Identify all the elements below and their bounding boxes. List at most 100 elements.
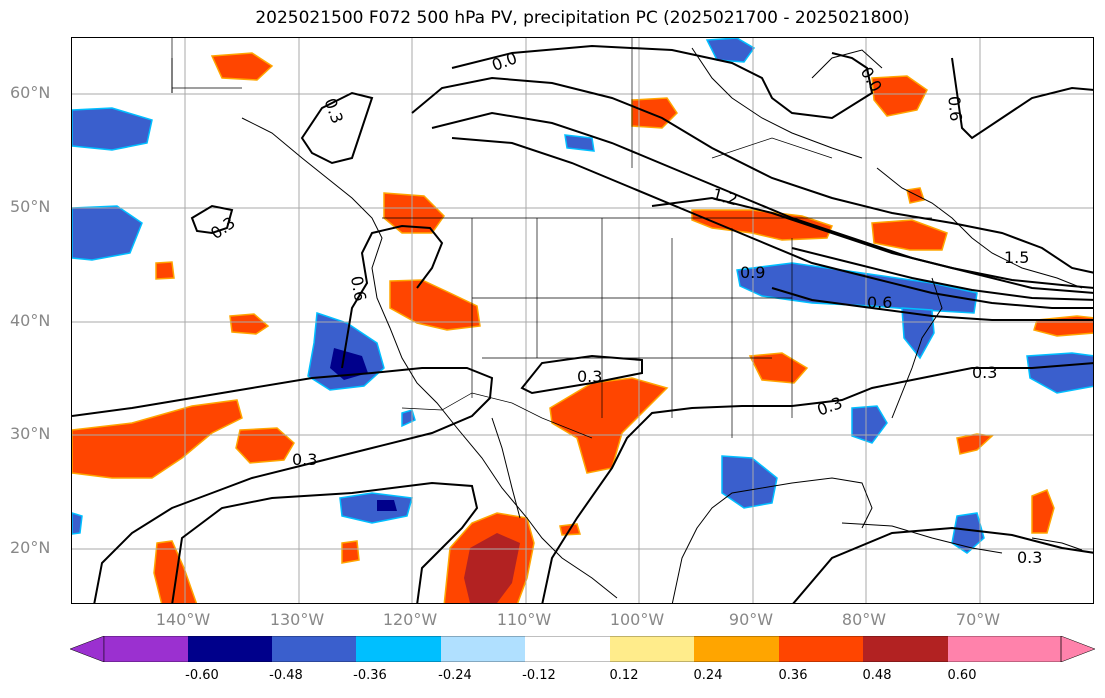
- precip-area: [153, 540, 198, 603]
- coastlines: [171, 47, 1083, 603]
- lon-label-110w: 110°W: [496, 610, 552, 629]
- pv-contour: [300, 91, 374, 165]
- map-canvas: 0.3 0.3 0.6 0.3 0.3 0.3 0.3 1.2 0.9 0.6 …: [72, 38, 1093, 603]
- contour-label: 1.5: [1004, 248, 1029, 267]
- precip-area: [951, 512, 985, 554]
- contour-label: 0.6: [944, 95, 965, 122]
- colorbar-tick: -0.48: [269, 668, 303, 683]
- graticule: [72, 38, 1093, 603]
- precip-area: [1026, 352, 1093, 394]
- pv-contour: [171, 481, 479, 603]
- map-panel: 0.3 0.3 0.6 0.3 0.3 0.3 0.3 1.2 0.9 0.6 …: [71, 37, 1094, 604]
- contour-label: 1.2: [710, 184, 740, 209]
- pv-contour: [190, 204, 234, 235]
- pv-contour: [451, 44, 874, 120]
- precip-area: [464, 533, 520, 603]
- precip-area: [72, 399, 243, 479]
- colorbar-tick: 0.48: [862, 668, 892, 683]
- precip-area: [72, 512, 83, 535]
- colorbar-tick: 0.36: [778, 668, 808, 683]
- colorbar-bin: [863, 636, 948, 662]
- colorbar-bin: [948, 636, 1061, 662]
- precip-area: [155, 261, 175, 280]
- colorbar-bin: [272, 636, 356, 662]
- pv-contour: [651, 196, 1093, 289]
- contour-label: 0.3: [814, 393, 844, 420]
- pv-contour: [541, 362, 1093, 603]
- colorbar-tick: -0.60: [185, 668, 219, 683]
- lon-label-140w: 140°W: [155, 610, 211, 629]
- precip-area: [564, 134, 595, 152]
- lon-label-70w: 70°W: [955, 610, 1001, 629]
- colorbar-extend-min: [70, 636, 105, 662]
- pv-contour: [771, 287, 1093, 321]
- precip-area: [691, 209, 834, 241]
- contour-label: 0.3: [292, 450, 317, 469]
- precip-positive-areas: [72, 52, 1093, 603]
- precip-area: [736, 262, 978, 314]
- contour-label: 0.3: [207, 213, 239, 243]
- pv-contour: [791, 247, 1093, 301]
- pv-contour: [431, 111, 1093, 294]
- lon-label-90w: 90°W: [728, 610, 774, 629]
- precip-area: [401, 409, 416, 428]
- colorbar-bin: [525, 636, 610, 662]
- lon-label-120w: 120°W: [382, 610, 438, 629]
- lon-label-80w: 80°W: [841, 610, 887, 629]
- lat-label-40n: 40°N: [10, 311, 51, 330]
- pv-contour: [520, 354, 643, 395]
- precip-area: [229, 313, 270, 335]
- contour-label: 0.3: [320, 96, 347, 126]
- colorbar-bin: [441, 636, 525, 662]
- lon-label-130w: 130°W: [269, 610, 325, 629]
- colorbar-tick: -0.12: [522, 668, 556, 683]
- colorbar-tick: -0.24: [438, 668, 472, 683]
- precip-area: [72, 205, 143, 261]
- colorbar-bin: [356, 636, 441, 662]
- pv-contours: [72, 44, 1093, 603]
- precip-area: [906, 187, 925, 204]
- precip-area: [748, 352, 809, 384]
- colorbar-tick: 0.12: [609, 668, 639, 683]
- pv-contour: [951, 57, 1093, 140]
- lat-label-30n: 30°N: [10, 424, 51, 443]
- precip-area: [341, 540, 360, 564]
- precip-area: [210, 52, 274, 81]
- precip-area: [72, 107, 153, 151]
- lon-label-100w: 100°W: [609, 610, 665, 629]
- colorbar-tick: -0.36: [353, 668, 387, 683]
- lat-label-20n: 20°N: [10, 538, 51, 557]
- colorbar-extend-max: [1060, 636, 1096, 662]
- precip-area: [330, 348, 368, 380]
- colorbar-bin: [610, 636, 694, 662]
- precip-area: [901, 307, 935, 360]
- precip-area: [235, 427, 295, 464]
- contour-label: 0.9: [740, 263, 765, 282]
- precip-area: [871, 219, 948, 251]
- pv-contour: [451, 137, 1093, 309]
- contour-label: 0.6: [867, 293, 892, 312]
- precip-area: [851, 405, 888, 444]
- colorbar-bin: [694, 636, 779, 662]
- contour-label: 0.3: [1017, 548, 1042, 567]
- contour-label: 0.3: [972, 363, 997, 382]
- pv-contour: [72, 367, 494, 603]
- precip-area: [721, 455, 778, 509]
- precip-area: [705, 38, 756, 63]
- colorbar-bin: [188, 636, 272, 662]
- precip-negative-areas: [72, 38, 1093, 554]
- colorbar-tick: 0.60: [947, 668, 977, 683]
- colorbar-bin: [104, 636, 188, 662]
- precip-area: [956, 433, 994, 455]
- precip-area: [1031, 489, 1055, 534]
- lat-label-50n: 50°N: [10, 197, 51, 216]
- precip-area: [549, 377, 669, 474]
- lat-label-60n: 60°N: [10, 83, 51, 102]
- precip-area: [339, 492, 413, 524]
- colorbar-bin: [779, 636, 863, 662]
- pv-contour: [341, 224, 444, 369]
- colorbar: [70, 636, 1096, 662]
- precip-area: [871, 75, 928, 117]
- colorbar-tick: 0.24: [693, 668, 723, 683]
- pv-contour: [411, 76, 1093, 274]
